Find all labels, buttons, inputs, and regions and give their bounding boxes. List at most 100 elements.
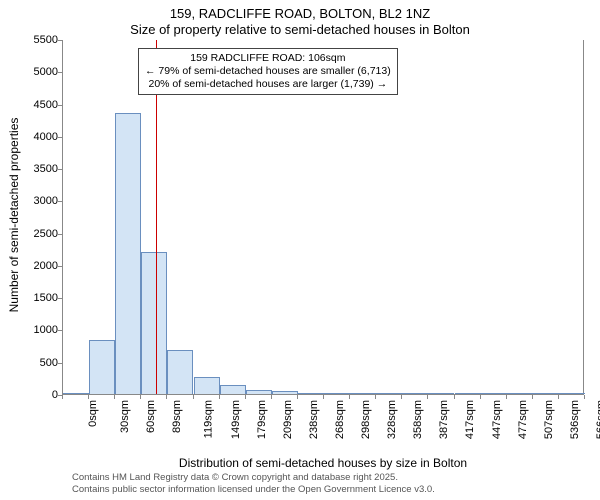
histogram-bar [63,393,89,394]
histogram-bar [376,393,402,394]
annotation-box: 159 RADCLIFFE ROAD: 106sqm← 79% of semi-… [138,48,398,95]
x-tick-mark [166,395,167,399]
x-tick-mark [88,395,89,399]
histogram-bar [533,393,559,394]
x-tick-mark [349,395,350,399]
x-tick-label: 179sqm [256,400,268,439]
plot-area: 159 RADCLIFFE ROAD: 106sqm← 79% of semi-… [62,40,584,395]
x-tick-label: 387sqm [438,400,450,439]
y-ticks: 0500100015002000250030003500400045005000… [26,40,60,395]
x-tick-mark [532,395,533,399]
x-tick-mark [558,395,559,399]
y-tick-mark [58,234,62,235]
y-tick-mark [58,40,62,41]
x-tick-label: 566sqm [595,400,600,439]
x-tick-label: 507sqm [543,400,555,439]
histogram-bar [89,340,115,394]
histogram-bar [298,393,324,394]
histogram-bar [324,393,350,394]
x-tick-label: 209sqm [282,400,294,439]
x-ticks: 0sqm 30sqm 60sqm 89sqm 119sqm 149sqm 179sqm 209… [62,398,584,458]
y-tick-label: 2000 [34,260,58,272]
y-axis-label-holder: Number of semi-detached properties [4,40,24,395]
title-main: 159, RADCLIFFE ROAD, BOLTON, BL2 1NZ [0,6,600,21]
y-axis-label: Number of semi-detached properties [7,65,21,365]
y-tick-mark [58,266,62,267]
x-tick-mark [323,395,324,399]
annotation-line: 20% of semi-detached houses are larger (… [145,78,391,91]
y-tick-label: 5500 [34,34,58,46]
x-tick-mark [297,395,298,399]
y-tick-mark [58,169,62,170]
x-tick-mark [480,395,481,399]
histogram-bar [115,113,141,394]
y-tick-label: 3000 [34,195,58,207]
y-tick-mark [58,201,62,202]
y-tick-mark [58,330,62,331]
histogram-bar [220,385,246,394]
x-tick-label: 417sqm [465,400,477,439]
histogram-bar [481,393,507,394]
x-tick-mark [140,395,141,399]
histogram-bar [194,377,220,394]
x-tick-mark [114,395,115,399]
footer-line-2: Contains public sector information licen… [72,484,435,496]
x-tick-mark [193,395,194,399]
x-tick-mark [506,395,507,399]
x-tick-label: 119sqm [203,400,215,438]
x-tick-label: 358sqm [412,400,424,439]
y-tick-label: 4500 [34,99,58,111]
histogram-bar [246,390,272,394]
x-tick-mark [401,395,402,399]
y-tick-label: 1000 [34,324,58,336]
y-tick-label: 5000 [34,66,58,78]
x-tick-label: 328sqm [386,400,398,439]
x-tick-label: 60sqm [145,400,157,433]
histogram-bar [507,393,533,394]
x-tick-label: 238sqm [308,400,320,439]
histogram-bar [167,350,193,394]
x-tick-label: 447sqm [491,400,503,439]
x-tick-mark [245,395,246,399]
x-tick-label: 0sqm [87,400,99,427]
y-tick-mark [58,72,62,73]
histogram-bar [141,252,167,394]
histogram-bar [455,393,481,394]
x-tick-mark [375,395,376,399]
x-tick-mark [584,395,585,399]
x-tick-mark [454,395,455,399]
footer: Contains HM Land Registry data © Crown c… [72,472,435,496]
y-tick-label: 1500 [34,292,58,304]
x-tick-mark [219,395,220,399]
y-tick-label: 2500 [34,228,58,240]
y-tick-mark [58,137,62,138]
histogram-bar [559,393,585,394]
chart-area: Number of semi-detached properties 05001… [0,40,600,460]
x-tick-mark [62,395,63,399]
x-tick-label: 536sqm [569,400,581,439]
y-tick-label: 500 [40,357,58,369]
x-tick-label: 149sqm [230,400,242,439]
y-tick-mark [58,105,62,106]
x-tick-label: 477sqm [517,400,529,439]
footer-line-1: Contains HM Land Registry data © Crown c… [72,472,435,484]
x-axis-label: Distribution of semi-detached houses by … [62,456,584,470]
title-block: 159, RADCLIFFE ROAD, BOLTON, BL2 1NZ Siz… [0,0,600,37]
title-sub: Size of property relative to semi-detach… [0,22,600,37]
annotation-line: ← 79% of semi-detached houses are smalle… [145,65,391,78]
y-tick-label: 4000 [34,131,58,143]
histogram-bar [402,393,428,394]
x-tick-label: 268sqm [334,400,346,439]
y-tick-label: 3500 [34,163,58,175]
y-tick-mark [58,298,62,299]
x-tick-mark [271,395,272,399]
y-tick-mark [58,363,62,364]
x-tick-mark [427,395,428,399]
histogram-bar [428,393,454,394]
annotation-line: 159 RADCLIFFE ROAD: 106sqm [145,52,391,65]
histogram-bar [272,391,298,394]
x-tick-label: 298sqm [360,400,372,439]
x-tick-label: 30sqm [119,400,131,433]
x-tick-label: 89sqm [171,400,183,433]
histogram-bar [350,393,376,394]
